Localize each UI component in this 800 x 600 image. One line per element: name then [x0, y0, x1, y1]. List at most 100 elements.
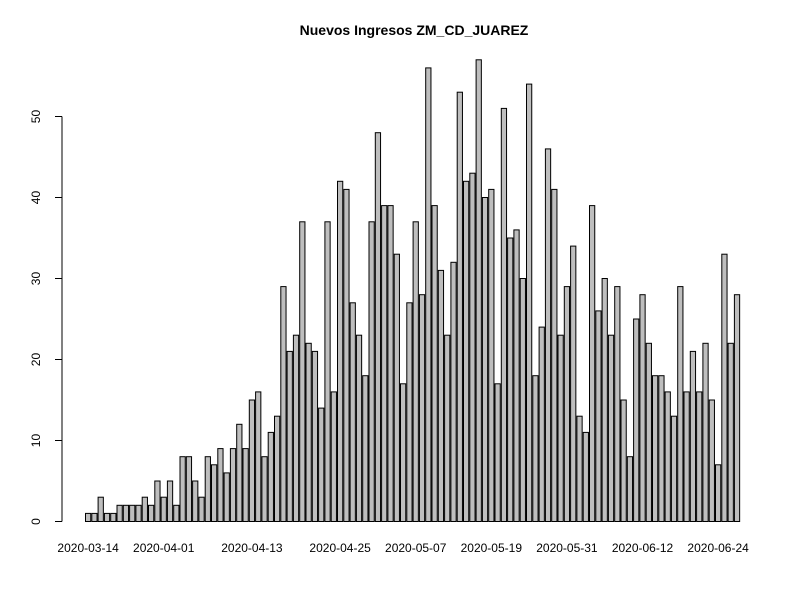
bar — [311, 350, 319, 522]
bar — [274, 415, 281, 523]
bar — [633, 318, 640, 522]
bar — [381, 205, 388, 522]
bar — [589, 205, 596, 522]
bar — [601, 278, 608, 522]
bar — [494, 383, 501, 522]
bar — [664, 391, 671, 522]
bar — [715, 464, 722, 522]
bar — [444, 334, 451, 523]
bar — [626, 456, 634, 523]
bar — [280, 286, 287, 522]
bar — [406, 302, 413, 522]
bar — [305, 342, 312, 522]
bar — [620, 399, 627, 522]
bar — [192, 480, 199, 522]
y-tick-label: 40 — [29, 191, 43, 205]
bar — [362, 375, 369, 523]
bar — [387, 205, 394, 522]
bar — [607, 334, 615, 523]
bar — [110, 512, 117, 523]
bar — [488, 188, 495, 522]
bar — [532, 375, 539, 523]
y-tick-label: 30 — [29, 272, 43, 286]
bar — [368, 221, 375, 523]
bar — [670, 415, 678, 523]
bar — [708, 399, 715, 522]
bar — [570, 245, 577, 522]
bar — [292, 334, 300, 523]
x-tick-label: 2020-04-25 — [309, 541, 371, 555]
bar — [349, 302, 356, 522]
bar — [412, 221, 419, 523]
y-tick-label: 10 — [29, 434, 43, 448]
bar — [519, 278, 526, 522]
bar — [563, 286, 571, 522]
bar — [582, 431, 589, 522]
bar — [645, 342, 652, 522]
bar — [85, 512, 92, 523]
bar — [318, 407, 325, 523]
bar — [97, 496, 104, 523]
bar — [103, 512, 111, 523]
x-tick-label: 2020-06-24 — [687, 541, 749, 555]
bar — [507, 237, 514, 522]
bar — [456, 91, 463, 522]
bar — [463, 180, 470, 523]
bar — [437, 269, 445, 522]
bar — [689, 350, 697, 522]
x-tick-label: 2020-05-07 — [385, 541, 447, 555]
bar — [557, 334, 564, 523]
bar — [544, 148, 552, 522]
bar — [236, 423, 243, 522]
bar — [148, 504, 155, 522]
bar — [242, 448, 249, 523]
bar — [337, 180, 344, 523]
bar — [261, 456, 268, 523]
bar — [425, 67, 432, 523]
y-axis: 0 10 20 30 40 50 — [29, 110, 63, 525]
bar — [324, 221, 331, 523]
x-tick-label: 2020-04-01 — [133, 541, 195, 555]
bar — [229, 448, 237, 523]
bar — [418, 294, 426, 523]
bar — [576, 415, 583, 523]
bar — [658, 375, 665, 523]
bar — [733, 294, 741, 523]
x-tick-label: 2020-06-12 — [612, 541, 674, 555]
bar — [179, 456, 186, 523]
bar — [702, 342, 709, 522]
bar — [185, 456, 193, 523]
bar — [343, 188, 350, 522]
bar — [450, 261, 457, 522]
bar — [267, 431, 274, 522]
bar — [639, 294, 646, 523]
bar — [500, 107, 508, 523]
x-tick-label: 2020-05-31 — [536, 541, 598, 555]
bar — [374, 132, 382, 522]
bar — [154, 480, 161, 522]
bar — [217, 448, 224, 523]
bar — [286, 350, 293, 522]
bar — [255, 391, 262, 522]
bar — [198, 496, 205, 523]
bar — [614, 286, 621, 522]
bar — [330, 391, 337, 522]
bar — [475, 59, 482, 523]
bar — [727, 342, 734, 522]
bar — [481, 197, 489, 522]
bar — [141, 496, 148, 523]
bar — [223, 472, 230, 522]
bar — [204, 456, 211, 523]
y-tick-label: 20 — [29, 353, 43, 367]
x-tick-label: 2020-05-19 — [461, 541, 523, 555]
bar — [431, 205, 438, 522]
bar — [135, 504, 142, 522]
bar — [551, 188, 558, 522]
bar — [595, 310, 602, 522]
chart-title: Nuevos Ingresos ZM_CD_JUAREZ — [300, 22, 529, 38]
bar — [526, 83, 533, 522]
bar — [299, 221, 306, 523]
bar — [538, 326, 545, 522]
x-tick-label: 2020-04-13 — [221, 541, 283, 555]
